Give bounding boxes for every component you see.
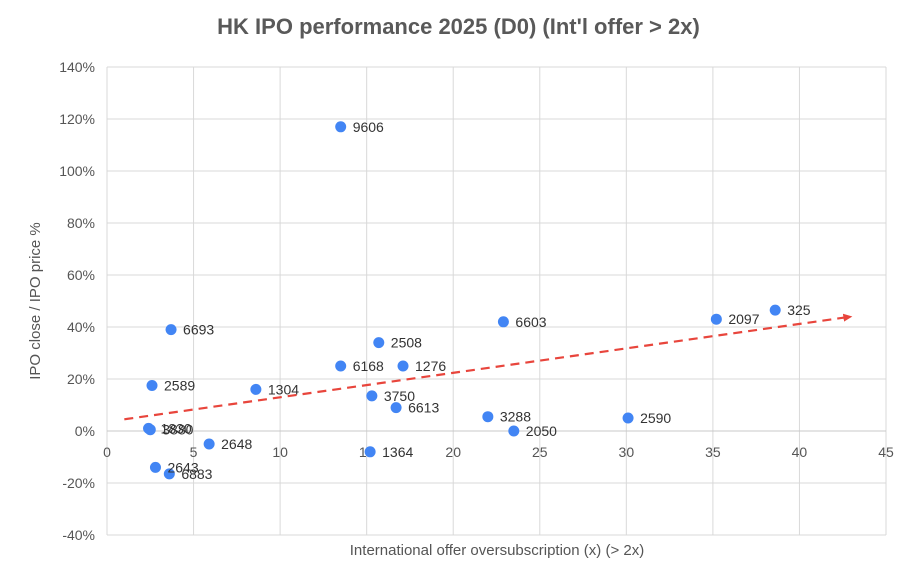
data-point-2590: [622, 412, 634, 424]
axis-tick-labels: -40%-20%0%20%40%60%80%100%120%140%051015…: [59, 59, 894, 543]
point-label-6613: 6613: [408, 400, 439, 416]
y-tick-label: 40%: [67, 319, 95, 335]
x-tick-label: 20: [445, 444, 461, 460]
y-tick-label: 140%: [59, 59, 95, 75]
y-tick-label: 100%: [59, 163, 95, 179]
point-label-3750: 3750: [384, 388, 415, 404]
data-point-325: [769, 304, 781, 316]
data-point-1364: [364, 446, 376, 458]
point-label-2648: 2648: [221, 436, 252, 452]
point-label-1364: 1364: [382, 444, 413, 460]
x-tick-label: 30: [619, 444, 635, 460]
point-label-6693: 6693: [183, 322, 214, 338]
data-point-6883: [163, 468, 175, 480]
x-tick-label: 45: [878, 444, 894, 460]
data-point-3880: [144, 424, 156, 436]
x-tick-label: 5: [190, 444, 198, 460]
point-label-2643: 2643: [167, 459, 198, 475]
point-label-3880: 3880: [162, 422, 193, 438]
trendline-arrow: [124, 313, 853, 421]
point-labels: 9606 6693 2508 6603 2097 325 6168 1276 2589 1304 3…: [161, 119, 811, 482]
point-label-2508: 2508: [391, 335, 422, 351]
data-point-6168: [335, 360, 347, 372]
x-tick-label: 25: [532, 444, 548, 460]
grid-lines: [106, 66, 887, 536]
point-label-1276: 1276: [415, 358, 446, 374]
data-point-6613: [390, 402, 402, 414]
y-tick-label: 120%: [59, 111, 95, 127]
data-point-3750: [366, 390, 378, 402]
y-tick-label: -20%: [62, 475, 95, 491]
point-label-2590: 2590: [640, 410, 671, 426]
x-tick-label: 40: [792, 444, 808, 460]
data-point-3288: [482, 411, 494, 423]
point-label-325: 325: [787, 302, 811, 318]
trendline: [124, 313, 853, 421]
x-tick-label: 35: [705, 444, 721, 460]
data-point-6693: [165, 324, 177, 336]
point-label-1304: 1304: [268, 381, 299, 397]
x-tick-label: 0: [103, 444, 111, 460]
y-tick-label: 20%: [67, 371, 95, 387]
data-point-2648: [203, 438, 215, 450]
data-point-2643: [149, 461, 161, 473]
point-label-6603: 6603: [515, 314, 546, 330]
data-point-2097: [710, 313, 722, 325]
data-point-1304: [250, 383, 262, 395]
y-tick-label: 0%: [75, 423, 95, 439]
data-point-2589: [146, 380, 158, 391]
chart-title: HK IPO performance 2025 (D0) (Int'l offe…: [217, 14, 700, 39]
point-label-9606: 9606: [353, 119, 384, 135]
data-point-6603: [497, 316, 509, 328]
x-tick-label: 10: [272, 444, 288, 460]
data-point-2050: [508, 425, 520, 437]
x-axis-title: International offer oversubscription (x)…: [350, 542, 644, 559]
point-label-2050: 2050: [526, 423, 557, 439]
data-point-1276: [397, 360, 409, 372]
data-point-2508: [373, 337, 385, 349]
y-axis-title: IPO close / IPO price %: [27, 222, 44, 380]
point-label-2097: 2097: [728, 311, 759, 327]
point-label-1830: 1830: [161, 420, 192, 436]
point-label-6168: 6168: [353, 358, 384, 374]
y-tick-label: 80%: [67, 215, 95, 231]
point-label-6883: 6883: [181, 466, 212, 482]
y-tick-label: 60%: [67, 267, 95, 283]
data-points: [143, 121, 781, 480]
data-point-9606: [335, 121, 347, 133]
y-tick-label: -40%: [62, 527, 95, 543]
point-label-2589: 2589: [164, 378, 195, 394]
point-label-3288: 3288: [500, 409, 531, 425]
